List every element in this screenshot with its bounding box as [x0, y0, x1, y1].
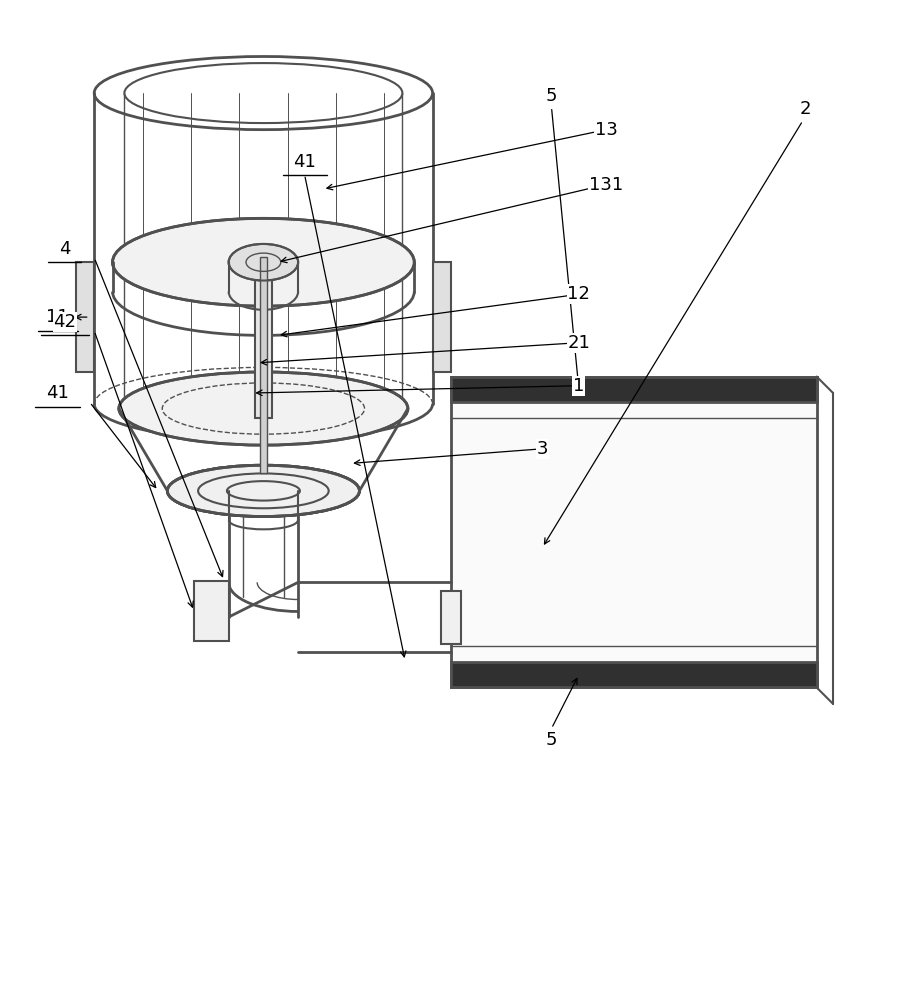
Text: 1: 1: [573, 377, 584, 395]
Text: 3: 3: [536, 440, 548, 458]
Text: 11: 11: [46, 308, 69, 326]
Bar: [432, 262, 450, 372]
Ellipse shape: [229, 244, 298, 281]
Bar: [440, 591, 460, 644]
Text: 2: 2: [799, 100, 811, 118]
Text: 41: 41: [46, 384, 69, 402]
Text: 5: 5: [545, 731, 557, 749]
Bar: [450, 662, 816, 687]
Bar: [76, 262, 94, 372]
Ellipse shape: [167, 465, 359, 516]
Text: 131: 131: [588, 176, 623, 194]
Bar: [255, 266, 271, 418]
Ellipse shape: [112, 218, 414, 306]
Text: 4: 4: [59, 240, 71, 258]
Bar: [259, 257, 267, 473]
Text: 13: 13: [595, 121, 617, 139]
Ellipse shape: [167, 465, 359, 516]
Text: 12: 12: [567, 285, 590, 303]
Text: 5: 5: [545, 87, 557, 105]
Bar: [194, 581, 229, 641]
Bar: [450, 377, 816, 402]
Text: 21: 21: [567, 334, 590, 352]
Ellipse shape: [119, 372, 407, 445]
Text: 42: 42: [53, 313, 76, 331]
Bar: [450, 377, 816, 687]
Text: 41: 41: [293, 153, 315, 171]
